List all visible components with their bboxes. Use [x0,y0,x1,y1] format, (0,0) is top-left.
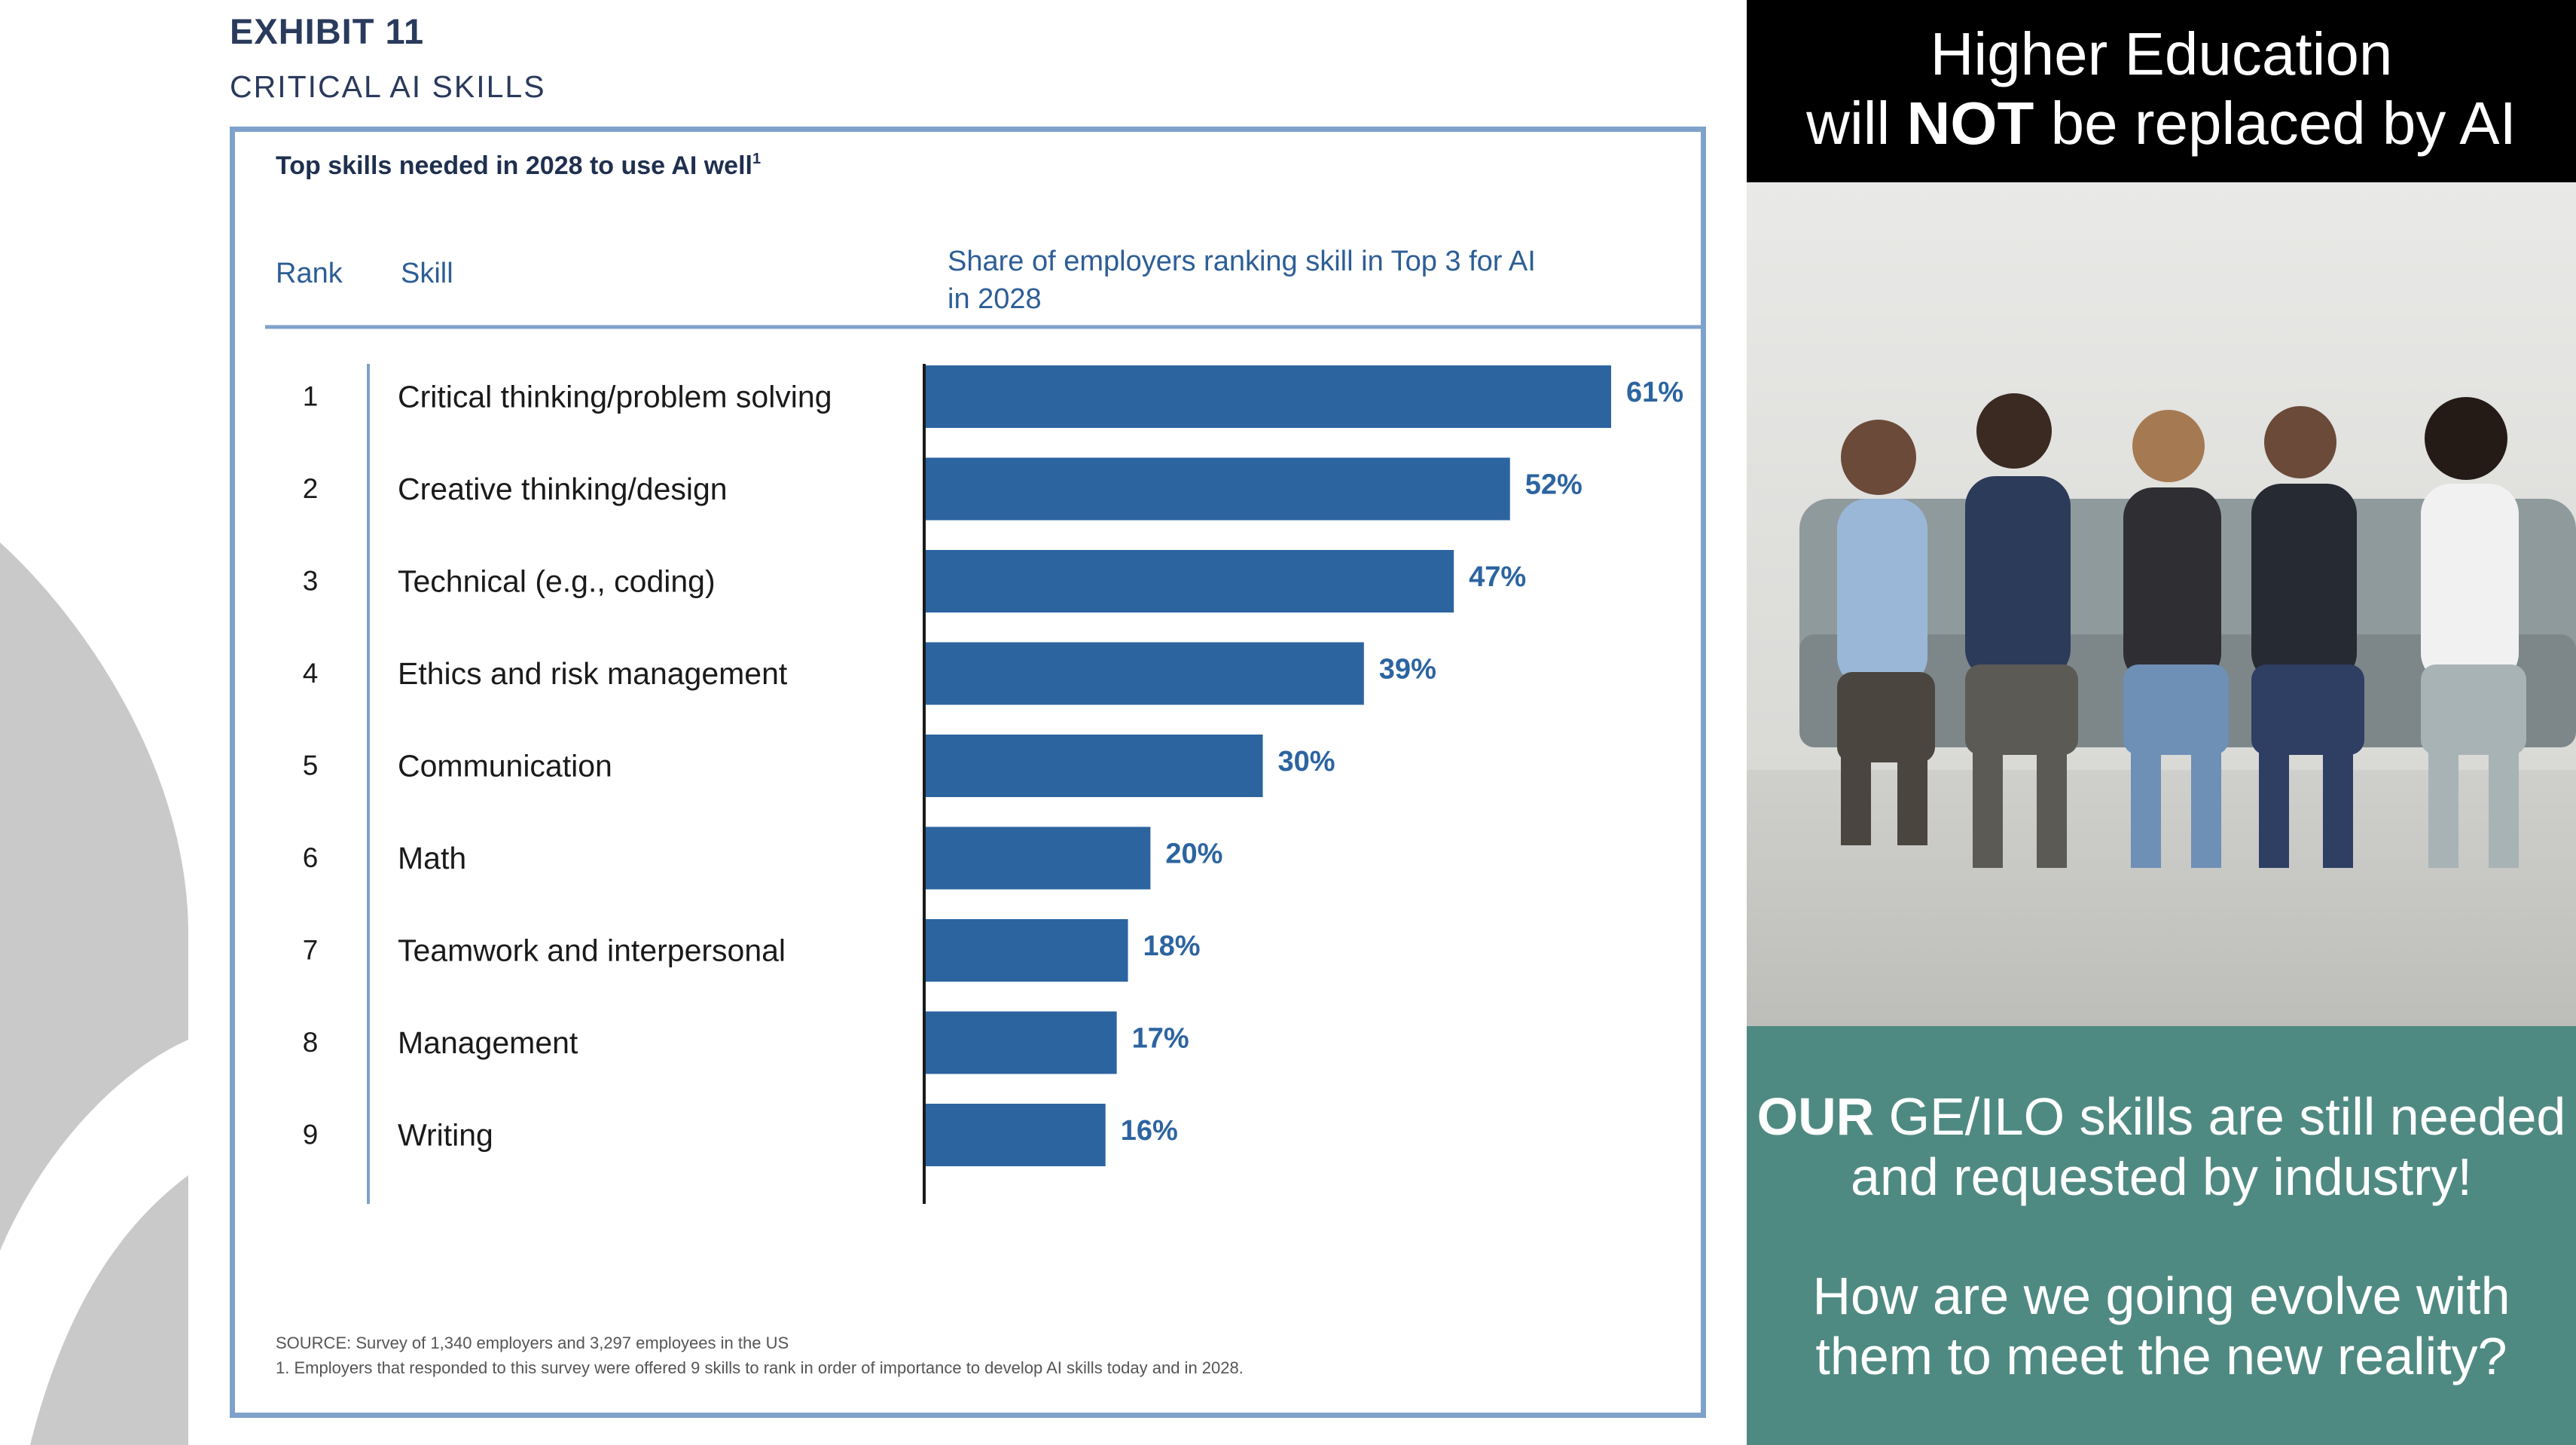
rank-label: 4 [303,658,319,689]
bar [926,1011,1117,1074]
bar [926,826,1151,890]
skill-label: Teamwork and interpersonal [398,933,786,968]
skill-column-header: Skill [401,258,453,289]
headline-emphasis: NOT [1906,90,2034,157]
photo-panel: Higher Education will NOT be replaced by… [1747,0,2576,1445]
skill-label: Communication [398,749,612,784]
bar [926,642,1364,705]
skill-label: Creative thinking/design [398,472,728,506]
headline-pre: will [1806,90,1907,157]
group-photo-icon [1747,182,2576,1026]
bar [926,457,1510,521]
rank-label: 8 [303,1027,319,1058]
data-label: 18% [1143,930,1201,962]
message-emphasis: OUR [1757,1087,1875,1146]
headline-line-1: Higher Education [1930,20,2393,87]
message-box: OUR GE/ILO skills are still needed and r… [1747,1026,2576,1445]
bar [926,550,1454,613]
skills-bar-chart: Top skills needed in 2028 to use AI well… [265,151,1701,1377]
chart-title: Top skills needed in 2028 to use AI well… [276,151,761,180]
exhibit-subtitle: CRITICAL AI SKILLS [230,69,546,104]
decorative-swoosh [0,542,188,1445]
share-column-header-line-1: Share of employers ranking skill in Top … [948,246,1536,277]
rank-label: 7 [303,935,319,966]
share-column-header-line-2: in 2028 [948,283,1042,315]
footnote: 1. Employers that responded to this surv… [276,1358,1244,1377]
data-label: 30% [1278,746,1335,777]
bar [926,919,1128,982]
rank-label: 3 [303,566,319,597]
rank-label: 9 [303,1120,319,1150]
headline: Higher Education will NOT be replaced by… [1747,0,2576,182]
skill-label: Ethics and risk management [398,656,788,691]
message-rest: GE/ILO skills are still needed and reque… [1851,1087,2566,1206]
rank-column-header: Rank [276,258,343,289]
rank-label: 5 [303,750,319,781]
exhibit-title: EXHIBIT 11 [230,11,425,51]
data-label: 17% [1132,1023,1189,1055]
skill-label: Technical (e.g., coding) [398,564,716,599]
skill-label: Management [398,1025,578,1060]
headline-line-2: will NOT be replaced by AI [1747,89,2576,158]
data-label: 20% [1165,839,1222,870]
rank-label: 6 [303,842,319,873]
question-text: How are we going evolve with them to mee… [1812,1266,2510,1385]
bar [926,735,1263,797]
skill-label: Math [398,841,466,875]
source-note: SOURCE: Survey of 1,340 employers and 3,… [276,1333,789,1352]
message-text: OUR GE/ILO skills are still needed and r… [1747,1086,2576,1207]
skill-label: Critical thinking/problem solving [398,380,832,414]
data-label: 47% [1469,561,1526,593]
headline-post: be replaced by AI [2034,90,2516,157]
data-label: 61% [1626,377,1683,408]
rank-label: 2 [303,473,319,504]
data-label: 16% [1121,1115,1178,1147]
skill-label: Writing [398,1118,493,1153]
rank-label: 1 [303,381,319,412]
bar [926,1104,1106,1166]
data-label: 39% [1379,654,1436,686]
bar [926,365,1611,428]
data-label: 52% [1525,469,1583,501]
chart-frame: Top skills needed in 2028 to use AI well… [230,127,1706,1418]
